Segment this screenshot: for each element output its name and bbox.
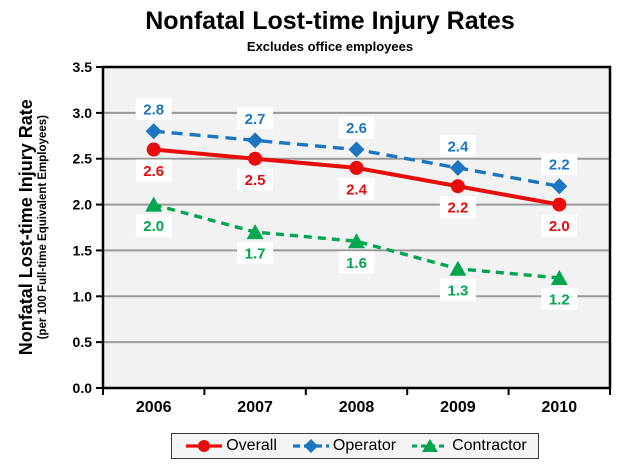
data-label: 2.6 <box>143 163 164 180</box>
legend-row: Overall Operator Contractor <box>70 433 640 459</box>
data-label-box <box>439 278 476 301</box>
data-label-box <box>541 214 578 237</box>
chart-subtitle: Excludes office employees <box>246 39 414 54</box>
data-label: 2.0 <box>549 218 570 235</box>
y-tick-label: 3.5 <box>73 59 93 75</box>
y-tick-label: 0.5 <box>73 334 93 350</box>
legend-item-overall: Overall <box>183 437 277 455</box>
legend-label-contractor: Contractor <box>452 437 527 454</box>
data-label-box <box>439 196 476 219</box>
y-axis-label-sub: (per 100 Full-time Equivalent Employees) <box>36 115 49 340</box>
data-label-box <box>237 107 274 130</box>
circle-marker <box>248 151 263 166</box>
series-line-operator <box>153 129 560 188</box>
y-axis-label-main: Nonfatal Lost-time Injury Rate <box>15 99 36 356</box>
data-label-box <box>338 177 375 200</box>
data-label: 2.8 <box>143 102 164 119</box>
data-label: 1.6 <box>346 255 367 272</box>
triangle-marker <box>449 260 467 276</box>
legend-item-operator: Operator <box>290 437 396 455</box>
x-tick-label: 2006 <box>136 399 172 416</box>
data-label: 2.6 <box>346 120 367 137</box>
data-label-box <box>237 168 274 191</box>
plot-border <box>101 65 612 390</box>
overall-line-circle-icon <box>186 440 223 452</box>
x-tick-label: 2007 <box>237 399 273 416</box>
y-tick-label: 0.0 <box>73 380 93 396</box>
data-label-box <box>439 134 476 157</box>
operator-line-diamond-icon <box>292 439 329 453</box>
data-label: 2.7 <box>245 111 266 128</box>
y-axis-label: Nonfatal Lost-time Injury Rate (per 100 … <box>15 57 49 397</box>
data-label: 2.4 <box>346 181 368 198</box>
triangle-marker <box>550 269 568 285</box>
y-tick-label: 2.0 <box>73 197 93 213</box>
data-label-box <box>541 153 578 176</box>
legend-label-overall: Overall <box>226 437 277 454</box>
circle-marker <box>450 179 465 194</box>
contractor-line-triangle-icon <box>412 439 449 452</box>
triangle-marker <box>246 224 264 240</box>
plot-background <box>103 67 610 388</box>
data-label: 1.3 <box>447 282 468 299</box>
chart-title: Nonfatal Lost-time Injury Rates <box>145 7 515 35</box>
triangle-marker <box>348 233 365 249</box>
y-tick-label: 1.5 <box>73 242 93 258</box>
circle-marker <box>552 197 567 212</box>
y-tick-label: 1.0 <box>73 288 93 304</box>
data-label: 2.4 <box>447 138 469 155</box>
data-label: 2.2 <box>549 157 570 174</box>
x-tick-label: 2008 <box>339 399 375 416</box>
diamond-marker <box>145 123 162 140</box>
diamond-marker <box>247 132 264 149</box>
circle-marker <box>146 142 161 157</box>
data-label: 2.5 <box>245 172 266 189</box>
triangle-marker <box>145 196 163 212</box>
diamond-marker <box>348 141 365 158</box>
diamond-marker <box>449 159 466 176</box>
data-label-box <box>135 159 172 182</box>
data-label-box <box>338 116 375 139</box>
series-line-contractor <box>153 202 560 280</box>
series-line-overall <box>153 147 560 207</box>
data-label: 1.7 <box>245 246 266 263</box>
data-label-box <box>541 287 578 310</box>
data-label: 2.2 <box>447 200 468 217</box>
y-tick-label: 2.5 <box>73 151 93 167</box>
x-tick-label: 2010 <box>542 399 578 416</box>
circle-marker <box>349 160 364 175</box>
legend-label-operator: Operator <box>332 437 397 454</box>
diamond-marker <box>551 178 568 195</box>
x-tick-label: 2009 <box>440 399 476 416</box>
legend: Overall Operator Contractor <box>171 433 539 459</box>
data-label-box <box>237 242 274 265</box>
legend-item-contractor: Contractor <box>409 437 527 455</box>
data-label: 1.2 <box>549 291 570 308</box>
data-label-box <box>135 98 172 121</box>
data-label-box <box>338 251 375 274</box>
data-label: 2.0 <box>143 218 164 235</box>
data-label-box <box>135 214 172 237</box>
y-tick-label: 3.0 <box>73 105 93 121</box>
